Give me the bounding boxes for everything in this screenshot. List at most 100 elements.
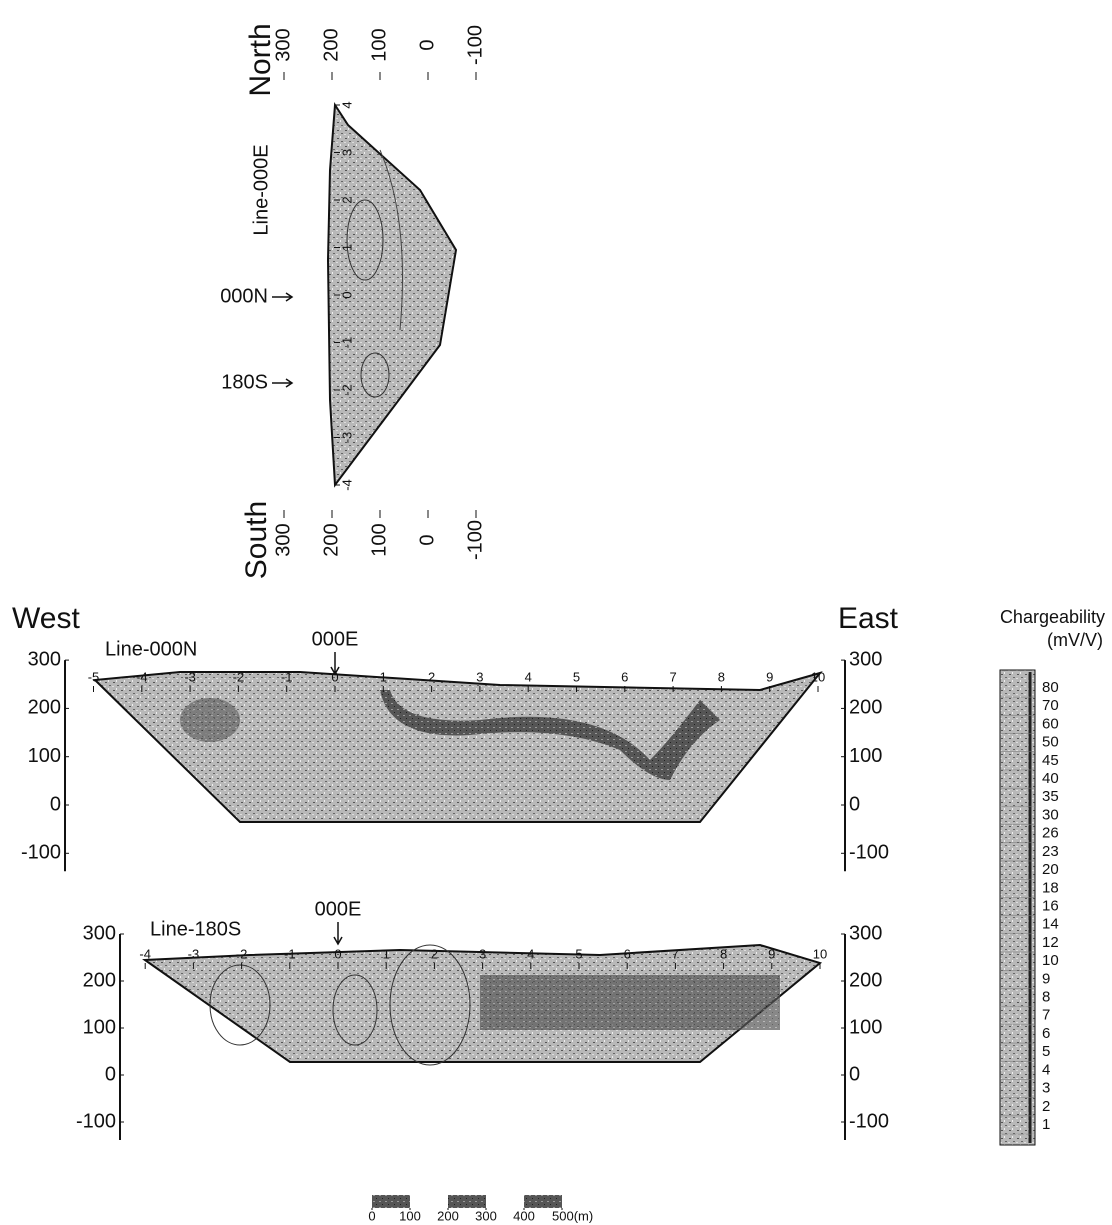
station-label: 3 xyxy=(476,669,483,684)
heading-east: East xyxy=(838,602,899,635)
section-marker-arrow xyxy=(334,922,342,944)
y-tick-label-right: 100 xyxy=(849,745,882,767)
y-tick-label: 200 xyxy=(83,969,116,991)
station-label: -4 xyxy=(339,479,354,491)
legend-level-label: 35 xyxy=(1042,788,1059,805)
section-marker-label: 000E xyxy=(315,898,362,920)
station-label: -1 xyxy=(339,337,354,349)
station-label: 9 xyxy=(766,669,773,684)
station-label: 7 xyxy=(669,669,676,684)
marker-arrow xyxy=(272,379,292,387)
section-line-label: Line-000N xyxy=(105,638,197,660)
south-tick-label: 300 xyxy=(272,523,294,556)
legend-level-label: 20 xyxy=(1042,861,1059,878)
south-tick-label: 200 xyxy=(320,523,342,556)
legend-level-label: 6 xyxy=(1042,1025,1050,1042)
scale-label: 200 xyxy=(437,1208,459,1223)
station-label: 8 xyxy=(718,669,725,684)
y-tick-label-right: -100 xyxy=(849,842,889,864)
station-label: 1 xyxy=(383,946,390,961)
station-label: 2 xyxy=(431,946,438,961)
legend-level-label: 3 xyxy=(1042,1080,1050,1097)
station-label: -3 xyxy=(188,946,200,961)
north-tick-label: 100 xyxy=(368,28,390,61)
station-label: 5 xyxy=(575,946,582,961)
scale-block xyxy=(524,1195,562,1208)
station-label: 1 xyxy=(339,244,354,251)
scale-label: 400 xyxy=(513,1208,535,1223)
station-label: -4 xyxy=(136,669,148,684)
y-tick-label: 0 xyxy=(105,1063,116,1085)
station-label: 6 xyxy=(621,669,628,684)
station-label: -2 xyxy=(236,946,248,961)
station-label: 4 xyxy=(525,669,532,684)
scale-block xyxy=(448,1195,486,1208)
station-label: -1 xyxy=(284,946,296,961)
y-tick-label-right: 100 xyxy=(849,1016,882,1038)
station-label: 3 xyxy=(339,149,354,156)
y-tick-label: 0 xyxy=(50,793,61,815)
y-tick-label-right: 300 xyxy=(849,648,882,670)
station-label: 10 xyxy=(813,946,827,961)
figure: West East Chargeability (mV/V) North Sou… xyxy=(0,0,1112,1225)
legend-level-label: 9 xyxy=(1042,970,1050,987)
y-tick-label: 200 xyxy=(28,697,61,719)
heading-west: West xyxy=(12,602,80,635)
section-line-label: Line-180S xyxy=(150,918,241,940)
legend-level-label: 80 xyxy=(1042,679,1059,696)
y-tick-label: 100 xyxy=(28,745,61,767)
y-tick-label: -100 xyxy=(76,1110,116,1132)
legend-level-label: 70 xyxy=(1042,697,1059,714)
legend-level-label: 26 xyxy=(1042,825,1059,842)
legend-level-label: 2 xyxy=(1042,1098,1050,1115)
legend-unit: (mV/V) xyxy=(1047,630,1103,650)
legend-level-label: 8 xyxy=(1042,989,1050,1006)
station-label: 4 xyxy=(527,946,534,961)
legend-level-label: 23 xyxy=(1042,843,1059,860)
y-tick-label-right: 200 xyxy=(849,969,882,991)
station-label: 8 xyxy=(720,946,727,961)
y-tick-label-right: 300 xyxy=(849,922,882,944)
y-tick-label-right: 0 xyxy=(849,1063,860,1085)
scale-label: 300 xyxy=(475,1208,497,1223)
south-tick-label: 100 xyxy=(368,523,390,556)
marker-label: 000N xyxy=(220,285,268,307)
legend-level-label: 16 xyxy=(1042,897,1059,914)
y-tick-label-right: 200 xyxy=(849,697,882,719)
legend-level-label: 5 xyxy=(1042,1043,1050,1060)
station-label: -2 xyxy=(339,384,354,396)
station-label: -3 xyxy=(184,669,196,684)
legend-level-label: 12 xyxy=(1042,934,1059,951)
section-body-0 xyxy=(95,672,820,822)
legend-level-label: 4 xyxy=(1042,1061,1050,1078)
scale-label: 0 xyxy=(368,1208,375,1223)
station-label: -3 xyxy=(339,432,354,444)
station-label: 0 xyxy=(331,669,338,684)
north-tick-label: 0 xyxy=(416,39,438,50)
south-tick-label: -100 xyxy=(464,520,486,560)
station-label: 4 xyxy=(339,101,354,108)
y-tick-label: -100 xyxy=(21,842,61,864)
legend-level-label: 45 xyxy=(1042,752,1059,769)
station-label: -1 xyxy=(281,669,293,684)
legend-level-label: 1 xyxy=(1042,1116,1050,1133)
station-label: 2 xyxy=(339,196,354,203)
station-label: -4 xyxy=(139,946,151,961)
station-label: 6 xyxy=(624,946,631,961)
station-label: 1 xyxy=(380,669,387,684)
station-label: 3 xyxy=(479,946,486,961)
y-tick-label-right: -100 xyxy=(849,1110,889,1132)
top-line-label: Line-000E xyxy=(250,144,272,235)
section-marker-label: 000E xyxy=(312,628,359,650)
station-label: 7 xyxy=(672,946,679,961)
legend-level-label: 50 xyxy=(1042,734,1059,751)
legend-level-label: 10 xyxy=(1042,952,1059,969)
station-label: 10 xyxy=(811,669,825,684)
station-label: 9 xyxy=(768,946,775,961)
station-label: 2 xyxy=(428,669,435,684)
station-label: 0 xyxy=(339,291,354,298)
north-tick-label: -100 xyxy=(464,25,486,65)
scale-label: 500(m) xyxy=(552,1208,593,1223)
north-tick-label: 300 xyxy=(272,28,294,61)
legend-title: Chargeability xyxy=(1000,607,1105,627)
